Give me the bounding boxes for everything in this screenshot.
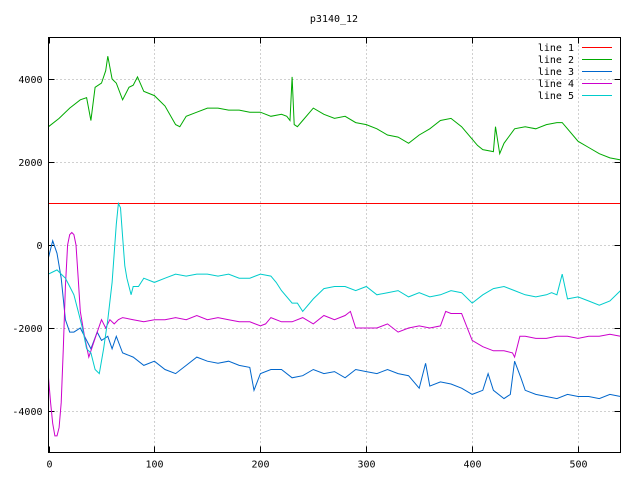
series-4-line xyxy=(48,231,621,437)
series-group xyxy=(48,56,621,437)
axis-ticks: 0 100 200 300 400 500 -4000 -2000 0 2000 4000 xyxy=(12,37,621,471)
chart-title: p3140_12 xyxy=(310,14,358,25)
y-tick-label: -4000 xyxy=(12,407,42,418)
plot-frame xyxy=(48,37,621,453)
y-tick-label: -2000 xyxy=(12,324,42,335)
x-tick-label: 200 xyxy=(251,460,269,471)
x-tick-label: 500 xyxy=(569,460,587,471)
x-tick-label: 400 xyxy=(463,460,481,471)
legend-label: line 5 xyxy=(538,91,574,102)
y-tick-label: 0 xyxy=(36,241,42,252)
series-5-line xyxy=(48,201,621,375)
legend-label: line 2 xyxy=(538,55,574,66)
grid xyxy=(48,37,621,453)
x-tick-label: 300 xyxy=(357,460,375,471)
series-2-line xyxy=(48,56,621,161)
legend-label: line 4 xyxy=(538,79,574,90)
y-tick-label: 2000 xyxy=(18,158,42,169)
legend-label: line 3 xyxy=(538,67,574,78)
x-tick-label: 0 xyxy=(46,460,52,471)
series-3-line xyxy=(48,239,621,400)
y-tick-label: 4000 xyxy=(18,75,42,86)
x-tick-label: 100 xyxy=(145,460,163,471)
legend-label: line 1 xyxy=(538,43,574,54)
